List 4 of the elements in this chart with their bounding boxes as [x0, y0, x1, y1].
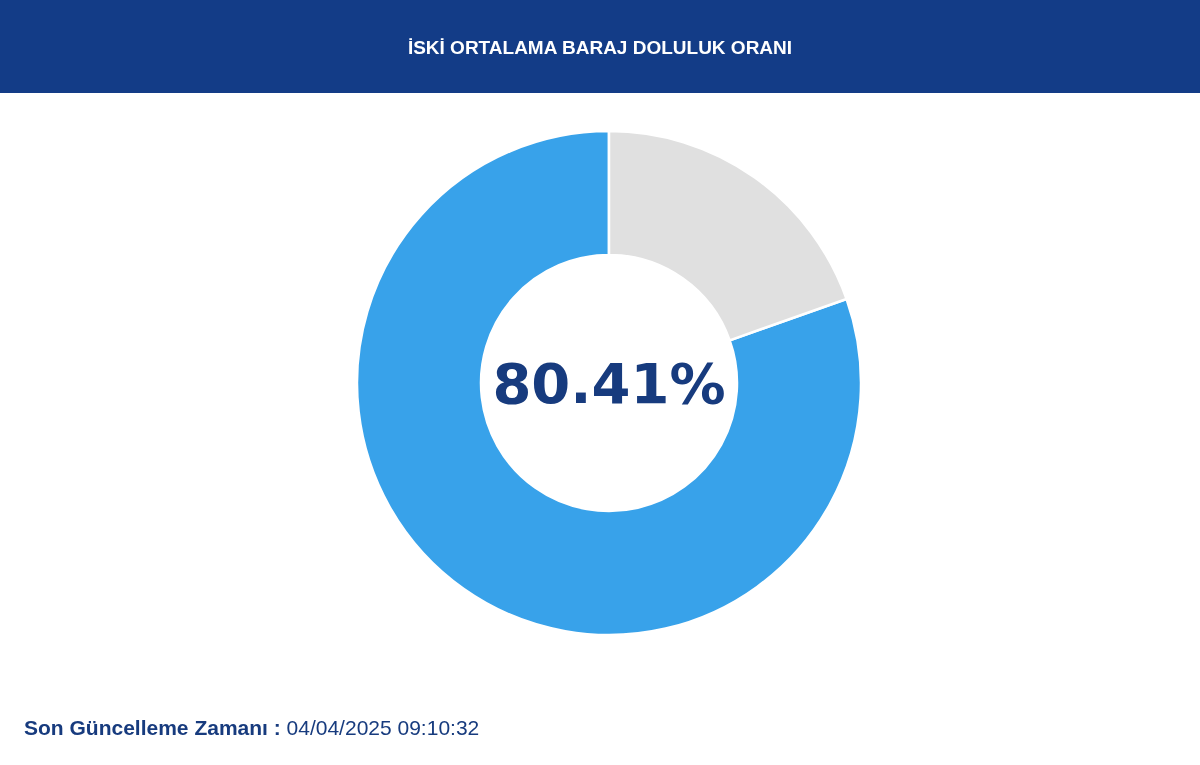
data-label: 80.41% [492, 350, 726, 416]
text: Son Güncelleme Zamanı : 04/04/2025 09:10:32 [24, 716, 480, 739]
donut-slice [355, 129, 862, 637]
chart-title: İSKİ ORTALAMA BARAJ DOLULUK ORANI [407, 36, 793, 58]
